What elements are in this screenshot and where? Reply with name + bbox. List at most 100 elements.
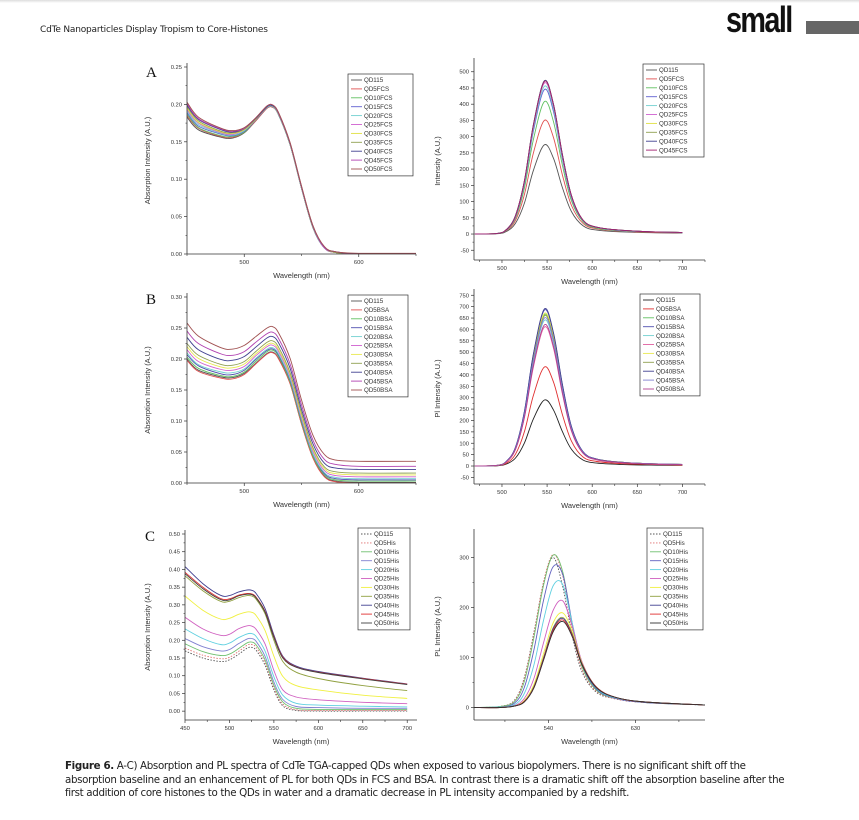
series-line-QD20BSA	[187, 346, 416, 480]
series-group	[187, 322, 416, 483]
y-tick-label: 500	[459, 350, 469, 356]
x-tick-label: 650	[358, 726, 368, 732]
y-tick-label: 550	[459, 339, 469, 345]
legend-entry: QD40BSA	[364, 369, 393, 376]
series-line-QD10BSA	[187, 349, 416, 482]
y-tick-label: 0.15	[171, 140, 182, 146]
series-line-QD50BSA	[187, 322, 416, 462]
legend-entry: QD15His	[374, 558, 399, 565]
legend-entry: QD115	[364, 298, 384, 305]
y-tick-label: 400	[459, 373, 469, 379]
legend-entry: QD20FCS	[364, 113, 393, 120]
legend-entry: QD35BSA	[364, 361, 393, 368]
series-line-QD45His	[474, 619, 705, 709]
series-line-QD115	[187, 351, 416, 483]
series-line-QD30His	[185, 595, 408, 699]
y-tick-label: 100	[459, 441, 469, 447]
x-tick-label: 630	[631, 726, 641, 732]
series-line-QD45FCS	[474, 80, 683, 235]
legend-entry: QD10BSA	[364, 316, 393, 323]
chart-panel-3: -50 0 50 100 150 200 250 300 350 400 450 500 550 600 6…	[433, 289, 706, 510]
legend-entry: QD45FCS	[364, 157, 393, 164]
legend-entry: QD5FCS	[364, 86, 389, 93]
series-line-QD50FCS	[187, 101, 416, 254]
legend-entry: QD45BSA	[364, 378, 393, 385]
x-tick-label: 550	[542, 266, 552, 272]
legend-entry: QD25FCS	[364, 122, 393, 129]
x-tick-label: 600	[313, 726, 323, 732]
series-group	[474, 79, 683, 235]
legend-entry: QD5FCS	[659, 76, 684, 83]
legend-entry: QD25His	[663, 576, 688, 583]
y-tick-label: 50	[463, 216, 469, 222]
series-line-QD35His	[474, 616, 705, 709]
chart-panel-1: -50 0 50 100 150 200 250 300 350 400 450 500 500 550 6…	[433, 58, 706, 286]
caption-label: Figure 6.	[65, 760, 114, 772]
panel-letter: A	[146, 65, 157, 81]
legend-box	[639, 293, 701, 397]
legend-entry: QD50His	[663, 620, 688, 627]
y-tick-label: -50	[461, 248, 469, 254]
legend-entry: QD10FCS	[364, 95, 393, 102]
x-axis-label: Wavelength (nm)	[561, 501, 618, 510]
series-line-QD40His	[474, 617, 705, 709]
y-axis-label: Absorption Intensity (A.U.)	[143, 583, 152, 671]
y-tick-label: 450	[459, 86, 469, 92]
x-axis-label: Wavelength (nm)	[561, 737, 618, 746]
y-tick-label: -50	[461, 475, 469, 481]
series-line-QD5His	[474, 554, 705, 708]
series-line-QD40His	[185, 566, 408, 685]
running-title: CdTe Nanoparticles Display Tropism to Co…	[40, 25, 268, 35]
series-group	[474, 554, 705, 709]
y-tick-label: 0.05	[171, 450, 182, 456]
series-line-QD115	[474, 144, 683, 235]
y-tick-label: 200	[459, 606, 469, 612]
legend-entry: QD20FCS	[659, 103, 688, 110]
y-tick-label: 300	[459, 556, 469, 562]
series-line-QD45BSA	[187, 330, 416, 467]
y-tick-label: 0.40	[169, 567, 180, 573]
series-line-QD15His	[474, 564, 705, 708]
x-tick-label: 700	[678, 490, 688, 496]
y-tick-label: 300	[459, 135, 469, 141]
legend-entry: QD50BSA	[656, 386, 685, 393]
figure-caption: Figure 6. A-C) Absorption and PL spectra…	[65, 760, 795, 801]
x-axis-label: Wavelength (nm)	[273, 737, 330, 746]
legend-entry: QD15FCS	[659, 94, 688, 101]
legend-entry: QD45His	[374, 611, 399, 618]
y-tick-label: 0.05	[171, 215, 182, 221]
y-axis-label: PL Intensity (A.U.)	[433, 596, 442, 657]
y-tick-label: 600	[459, 327, 469, 333]
legend-entry: QD115	[364, 77, 384, 84]
y-tick-label: 0.00	[169, 709, 180, 715]
legend-entry: QD20His	[663, 567, 688, 574]
chart-panel-4: 0.00 0.05 0.10 0.15 0.20 0.25 0.30 0.35 0.40 0.45…	[143, 527, 417, 746]
legend: QD115 QD5FCS QD10FCS QD15FCS QD20FCS QD25FCS Q…	[347, 73, 414, 177]
y-tick-label: 300	[459, 396, 469, 402]
x-tick-label: 540	[544, 726, 554, 732]
legend: QD115 QD5His QD10His QD15His QD20His QD25His Q…	[646, 527, 704, 631]
series-line-QD10His	[185, 641, 408, 710]
legend-entry: QD115	[659, 67, 679, 74]
legend-entry: QD30FCS	[364, 131, 393, 138]
y-tick-label: 750	[459, 293, 469, 299]
chart-panel-5: 0 100 200 300 540 630 Wavelength (nm) PL Intens…	[433, 527, 705, 746]
y-tick-label: 350	[459, 118, 469, 124]
series-line-QD40BSA	[187, 335, 416, 470]
series-line-QD5BSA	[187, 351, 416, 483]
x-tick-label: 650	[632, 490, 642, 496]
series-line-QD25His	[185, 616, 408, 705]
x-axis-label: Wavelength (nm)	[273, 500, 330, 509]
legend-entry: QD20BSA	[656, 333, 685, 340]
y-tick-label: 650	[459, 316, 469, 322]
legend-entry: QD115	[656, 297, 676, 304]
y-tick-label: 700	[459, 305, 469, 311]
legend-entry: QD40His	[374, 602, 399, 609]
y-tick-label: 500	[459, 70, 469, 76]
y-tick-label: 0.35	[169, 585, 180, 591]
series-line-QD25BSA	[187, 344, 416, 478]
x-tick-label: 650	[632, 266, 642, 272]
y-tick-label: 0	[466, 706, 469, 712]
legend-entry: QD20BSA	[364, 334, 393, 341]
